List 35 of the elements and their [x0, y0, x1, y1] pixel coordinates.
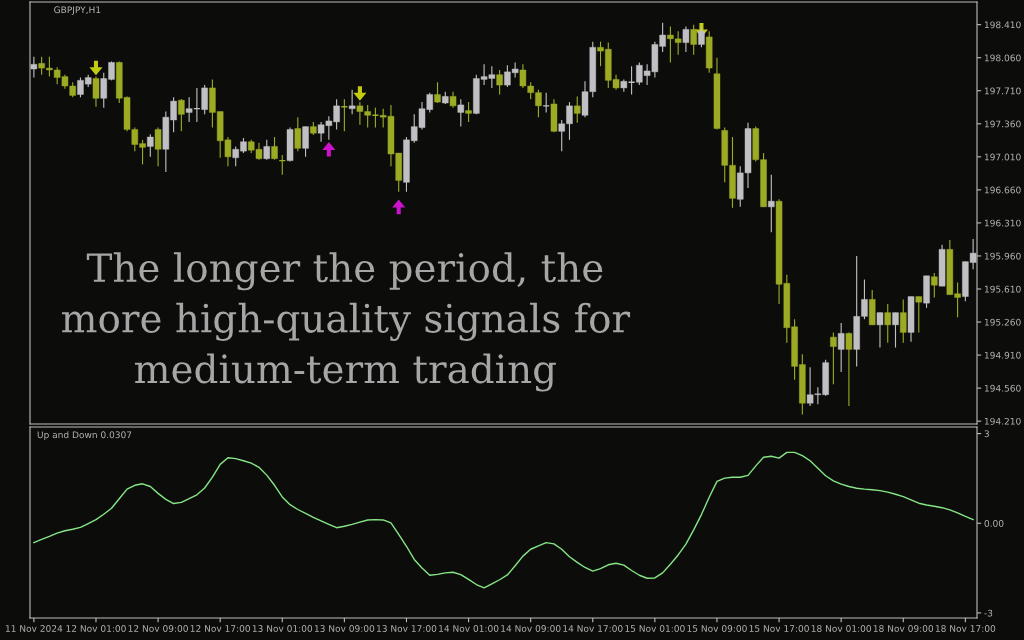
- y-tick-label: 195.260: [984, 318, 1021, 326]
- x-tick-label: 14 Nov 17:00: [563, 625, 623, 632]
- y-tick-label: 3: [984, 430, 989, 438]
- x-tick-label: 15 Nov 01:00: [625, 625, 685, 632]
- y-tick-label: 196.310: [984, 219, 1021, 227]
- x-tick-label: 13 Nov 01:00: [252, 625, 313, 632]
- y-tick-label: 196.660: [984, 186, 1021, 194]
- x-tick-label: 15 Nov 09:00: [687, 625, 747, 632]
- y-tick-label: 195.960: [984, 252, 1021, 260]
- x-tick-label: 13 Nov 09:00: [314, 625, 375, 632]
- y-tick-label: 197.010: [984, 153, 1021, 161]
- y-tick-label: 194.210: [984, 417, 1021, 425]
- y-tick-label: 194.560: [984, 384, 1021, 392]
- y-tick-label: 198.410: [984, 21, 1021, 29]
- y-tick-label: -3: [984, 609, 993, 617]
- chart-title: GBPJPY,H1: [54, 6, 101, 15]
- y-tick-label: 197.360: [984, 120, 1021, 128]
- y-tick-label: 194.910: [984, 351, 1021, 359]
- chart-title: Up and Down 0.0307: [37, 431, 132, 440]
- x-tick-label: 13 Nov 17:00: [377, 625, 437, 632]
- x-tick-label: 14 Nov 09:00: [501, 625, 561, 632]
- x-tick-label: 15 Nov 17:00: [749, 625, 809, 632]
- x-tick-label: 12 Nov 17:00: [190, 625, 251, 632]
- x-tick-label: 18 Nov 09:00: [873, 625, 934, 632]
- x-tick-label: 14 Nov 01:00: [439, 625, 499, 632]
- y-tick-label: 0.00: [984, 519, 1004, 527]
- x-tick-label: 12 Nov 09:00: [128, 625, 188, 632]
- x-tick-label: 11 Nov 2024: [5, 625, 63, 632]
- y-tick-label: 195.610: [984, 285, 1021, 293]
- annotation: The longer the period, the more high-quality signals for medium-term trading: [62, 252, 631, 392]
- y-tick-label: 197.710: [984, 87, 1021, 95]
- y-tick-label: 198.060: [984, 54, 1021, 62]
- x-tick-label: 12 Nov 01:00: [66, 625, 126, 632]
- x-tick-label: 18 Nov 17:00: [935, 625, 996, 632]
- x-tick-label: 18 Nov 01:00: [811, 625, 871, 632]
